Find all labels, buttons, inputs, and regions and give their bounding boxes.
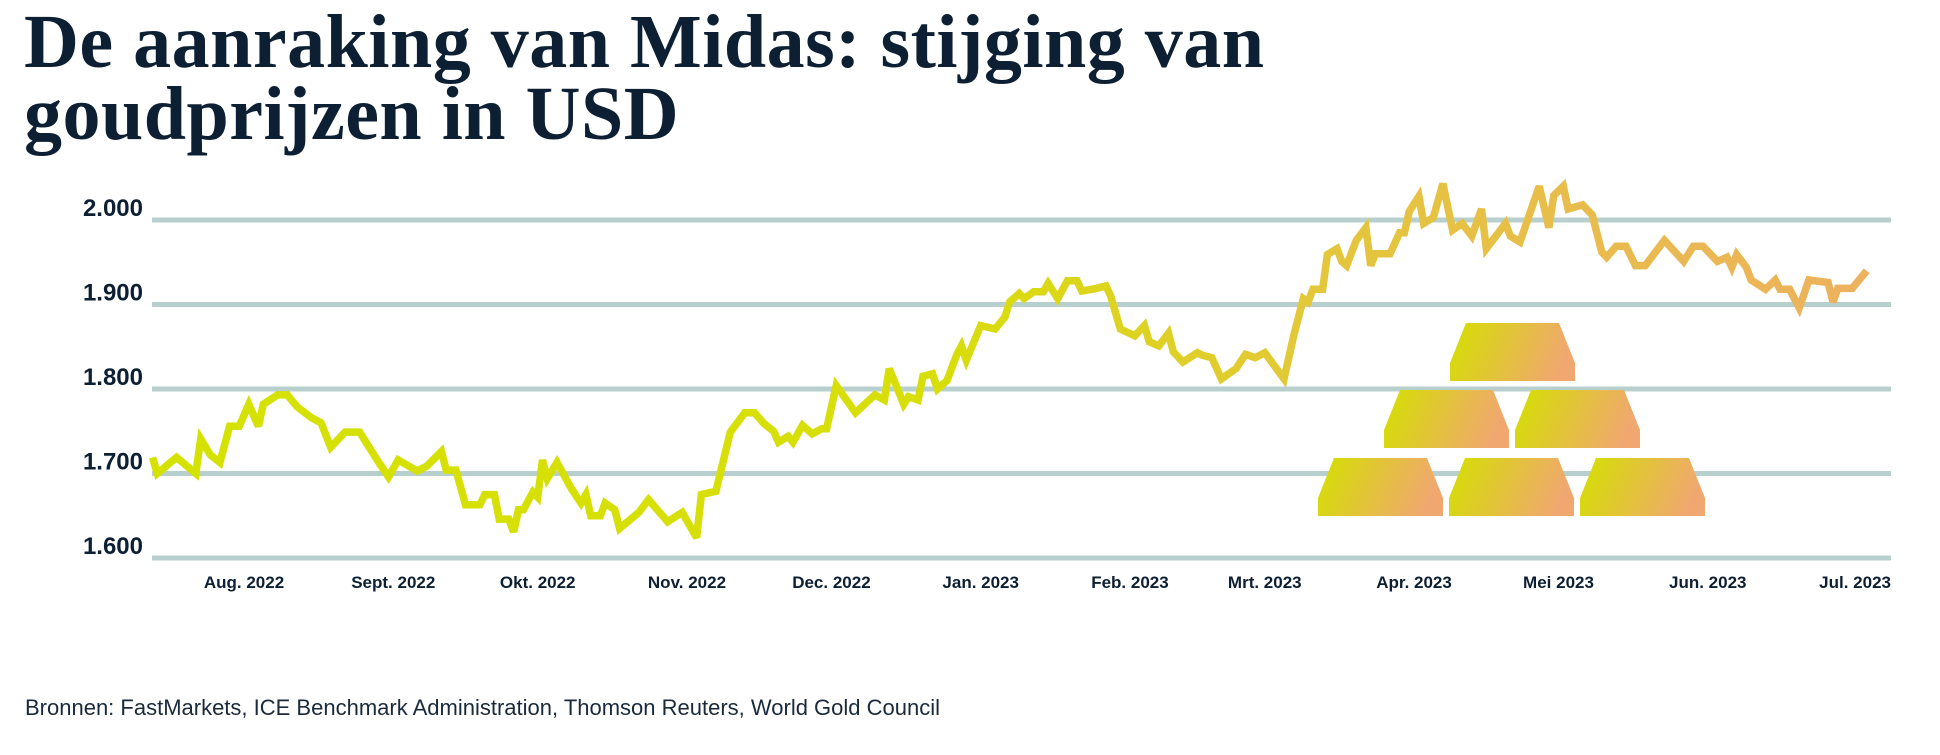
- y-tick-label: 1.700: [83, 449, 143, 476]
- series-lines: [148, 178, 1870, 540]
- x-axis-ticks: Aug. 2022 Sept. 2022 Okt. 2022 Nov. 2022 Dec…: [204, 573, 1891, 592]
- gold-bar-icon: [1318, 458, 1443, 516]
- gold-bar-icon: [1580, 458, 1705, 516]
- gold-bar-icon: [1515, 390, 1640, 448]
- gold-bar-icon: [1450, 323, 1575, 381]
- x-tick-label: Jul. 2023: [1819, 573, 1891, 592]
- x-tick-label: Mrt. 2023: [1228, 573, 1302, 592]
- gold-bars-pyramid-icon: [1318, 323, 1705, 516]
- x-tick-label: Feb. 2023: [1091, 573, 1169, 592]
- gold-bar-icon: [1449, 458, 1574, 516]
- x-tick-label: Sept. 2022: [351, 573, 435, 592]
- source-note: Bronnen: FastMarkets, ICE Benchmark Admi…: [25, 695, 941, 720]
- chart-title: De aanraking van Midas: stijging van gou…: [24, 0, 1265, 156]
- y-tick-label: 1.900: [83, 280, 143, 307]
- chart-title-line-2: goudprijzen in USD: [24, 72, 680, 156]
- y-tick-label: 2.000: [83, 195, 143, 222]
- gold-price-line: [148, 178, 1870, 540]
- gold-bar-icon: [1384, 390, 1509, 448]
- x-tick-label: Jun. 2023: [1669, 573, 1747, 592]
- y-axis-ticks: 2.000 1.900 1.800 1.700 1.600: [83, 195, 143, 560]
- x-tick-label: Nov. 2022: [648, 573, 726, 592]
- y-tick-label: 1.800: [83, 364, 143, 391]
- x-tick-label: Aug. 2022: [204, 573, 284, 592]
- x-tick-label: Apr. 2023: [1376, 573, 1452, 592]
- x-tick-label: Jan. 2023: [942, 573, 1019, 592]
- chart-title-line-1: De aanraking van Midas: stijging van: [24, 0, 1265, 84]
- y-tick-label: 1.600: [83, 533, 143, 560]
- x-tick-label: Mei 2023: [1523, 573, 1594, 592]
- x-tick-label: Dec. 2022: [792, 573, 870, 592]
- x-tick-label: Okt. 2022: [500, 573, 576, 592]
